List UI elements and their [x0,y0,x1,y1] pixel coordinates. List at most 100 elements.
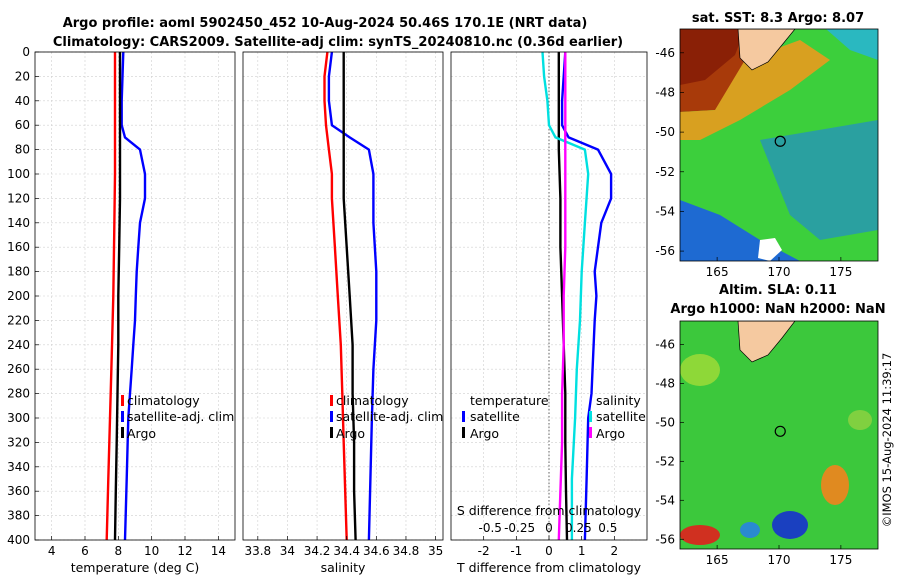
legend-label-t-argo: Argo [470,426,499,441]
x-tick-label: 34.8 [393,544,420,558]
map-y-tick-label: -52 [655,454,675,468]
y-tick-label: 120 [7,191,30,205]
x-tick-label: 10 [144,544,159,558]
map-x-tick-label: 170 [768,265,791,279]
y-tick-label: 60 [15,118,30,132]
series-line-satellite-adj-clim [120,51,147,541]
title-line-1: Argo profile: aoml 5902450_452 10-Aug-20… [63,16,588,31]
legend-swatch-s-argo [589,427,592,438]
s-difference-tick: -0.5 [478,521,501,535]
series-line-s-satellite [541,51,590,540]
map-y-tick-label: -56 [655,532,675,546]
y-tick-label: 300 [7,411,30,425]
map-y-tick-label: -54 [655,493,675,507]
x-tick-label: 2 [611,544,619,558]
map-y-tick-label: -48 [655,85,675,99]
title-line-2: Climatology: CARS2009. Satellite-adj cli… [53,35,623,50]
land-south-island [737,29,796,71]
y-tick-label: 200 [7,289,30,303]
map-y-tick-label: -56 [655,244,675,258]
series-line-t-argo [557,52,569,541]
map-y-tick-label: -54 [655,204,675,218]
s-difference-tick: 0.5 [598,521,617,535]
sla-title-line-2: Argo h1000: NaN h2000: NaN [670,302,885,317]
legend-swatch-argo [330,427,333,438]
sla-weak-negative [740,522,760,538]
salinity-panel: 33.8 34 34.2 34.4 34.6 34.8 35 salinity [242,51,444,575]
sla-map-ticks: 165 170 175 -46 -48 -50 -52 -54 -56 [655,337,852,567]
sla-positive-anomaly [821,465,849,505]
sst-map-ticks: 165 170 175 -46 -48 -50 -52 -54 -56 [655,46,852,279]
legend-swatch-satellite [121,411,124,422]
legend-label-argo: Argo [127,426,156,441]
sst-cool-corner [826,29,878,60]
y-tick-label: 280 [7,387,30,401]
x-tick-label: 0 [545,544,553,558]
y-tick-label: 80 [15,143,30,157]
y-tick-label: 320 [7,435,30,449]
legend-heading-temperature: temperature [470,393,549,408]
x-tick-label: 34.6 [363,544,390,558]
sst-map-title: sat. SST: 8.3 Argo: 8.07 [692,11,864,26]
y-tick-label: 100 [7,167,30,181]
legend-swatch-satellite [330,411,333,422]
x-tick-label: 8 [115,544,123,558]
series-line-climatology [323,51,348,541]
y-tick-label: 160 [7,240,30,254]
map-x-tick-label: 165 [706,553,729,567]
map-y-tick-label: -48 [655,376,675,390]
temperature-panel: 4 6 8 10 12 14 temperature (deg C) 0 20 40 60 80 100… [7,45,236,575]
legend-swatch-t-argo [462,427,465,438]
x-tick-label: -2 [478,544,490,558]
map-y-tick-label: -50 [655,125,675,139]
y-tick-label: 360 [7,484,30,498]
series-line-s-argo [557,52,567,541]
x-tick-label: 34.4 [333,544,360,558]
sst-cool-region [760,120,878,240]
sla-title-line-1: Altim. SLA: 0.11 [719,283,837,298]
imos-watermark: ©IMOS 15-Aug-2024 11:39:17 [880,353,894,528]
map-y-tick-label: -46 [655,337,675,351]
legend-label-climatology: climatology [336,393,409,408]
y-tick-label: 180 [7,265,30,279]
map-y-tick-label: -50 [655,415,675,429]
y-tick-label: 260 [7,362,30,376]
sla-anomaly [680,354,720,386]
sla-map: Altim. SLA: 0.11 Argo h1000: NaN h2000: … [655,283,885,567]
s-difference-tick: 0 [545,521,553,535]
series-line-argo [342,52,357,541]
y-tick-label: 140 [7,216,30,230]
y-tick-label: 20 [15,69,30,83]
legend-label-satellite: satellite-adj. clim [127,409,234,424]
s-difference-tick: -0.25 [504,521,535,535]
map-x-tick-label: 175 [829,265,852,279]
land-south-island [737,321,796,363]
sla-negative-anomaly [772,511,808,539]
series-line-t-satellite [560,51,613,541]
x-tick-label: 33.8 [244,544,271,558]
legend-swatch-s-satellite [589,411,592,422]
s-difference-label: S difference from climatology [457,503,642,518]
salinity-legend: climatology satellite-adj. clim Argo [330,393,443,441]
series-line-satellite-adj-clim [327,51,378,541]
x-axis-label: salinity [321,560,366,575]
x-tick-label: 35 [428,544,443,558]
sst-missing-data [758,238,782,261]
difference-legend: temperature satellite Argo salinity sate… [462,393,646,441]
y-tick-label: 40 [15,94,30,108]
plot-frame [242,51,444,541]
x-tick-label: -1 [510,544,522,558]
legend-label-climatology: climatology [127,393,200,408]
temperature-legend: climatology satellite-adj. clim Argo [121,393,234,441]
map-x-tick-label: 165 [706,265,729,279]
map-x-tick-label: 170 [768,553,791,567]
x-axis-label: T difference from climatology [456,560,642,575]
legend-heading-salinity: salinity [596,393,641,408]
legend-label-argo: Argo [336,426,365,441]
legend-label-s-satellite: satellite [596,409,646,424]
y-tick-label: 220 [7,313,30,327]
argo-position-marker [774,135,786,147]
map-y-tick-label: -46 [655,46,675,60]
sst-map: sat. SST: 8.3 Argo: 8.07 165 170 175 -46 -48… [655,11,879,279]
